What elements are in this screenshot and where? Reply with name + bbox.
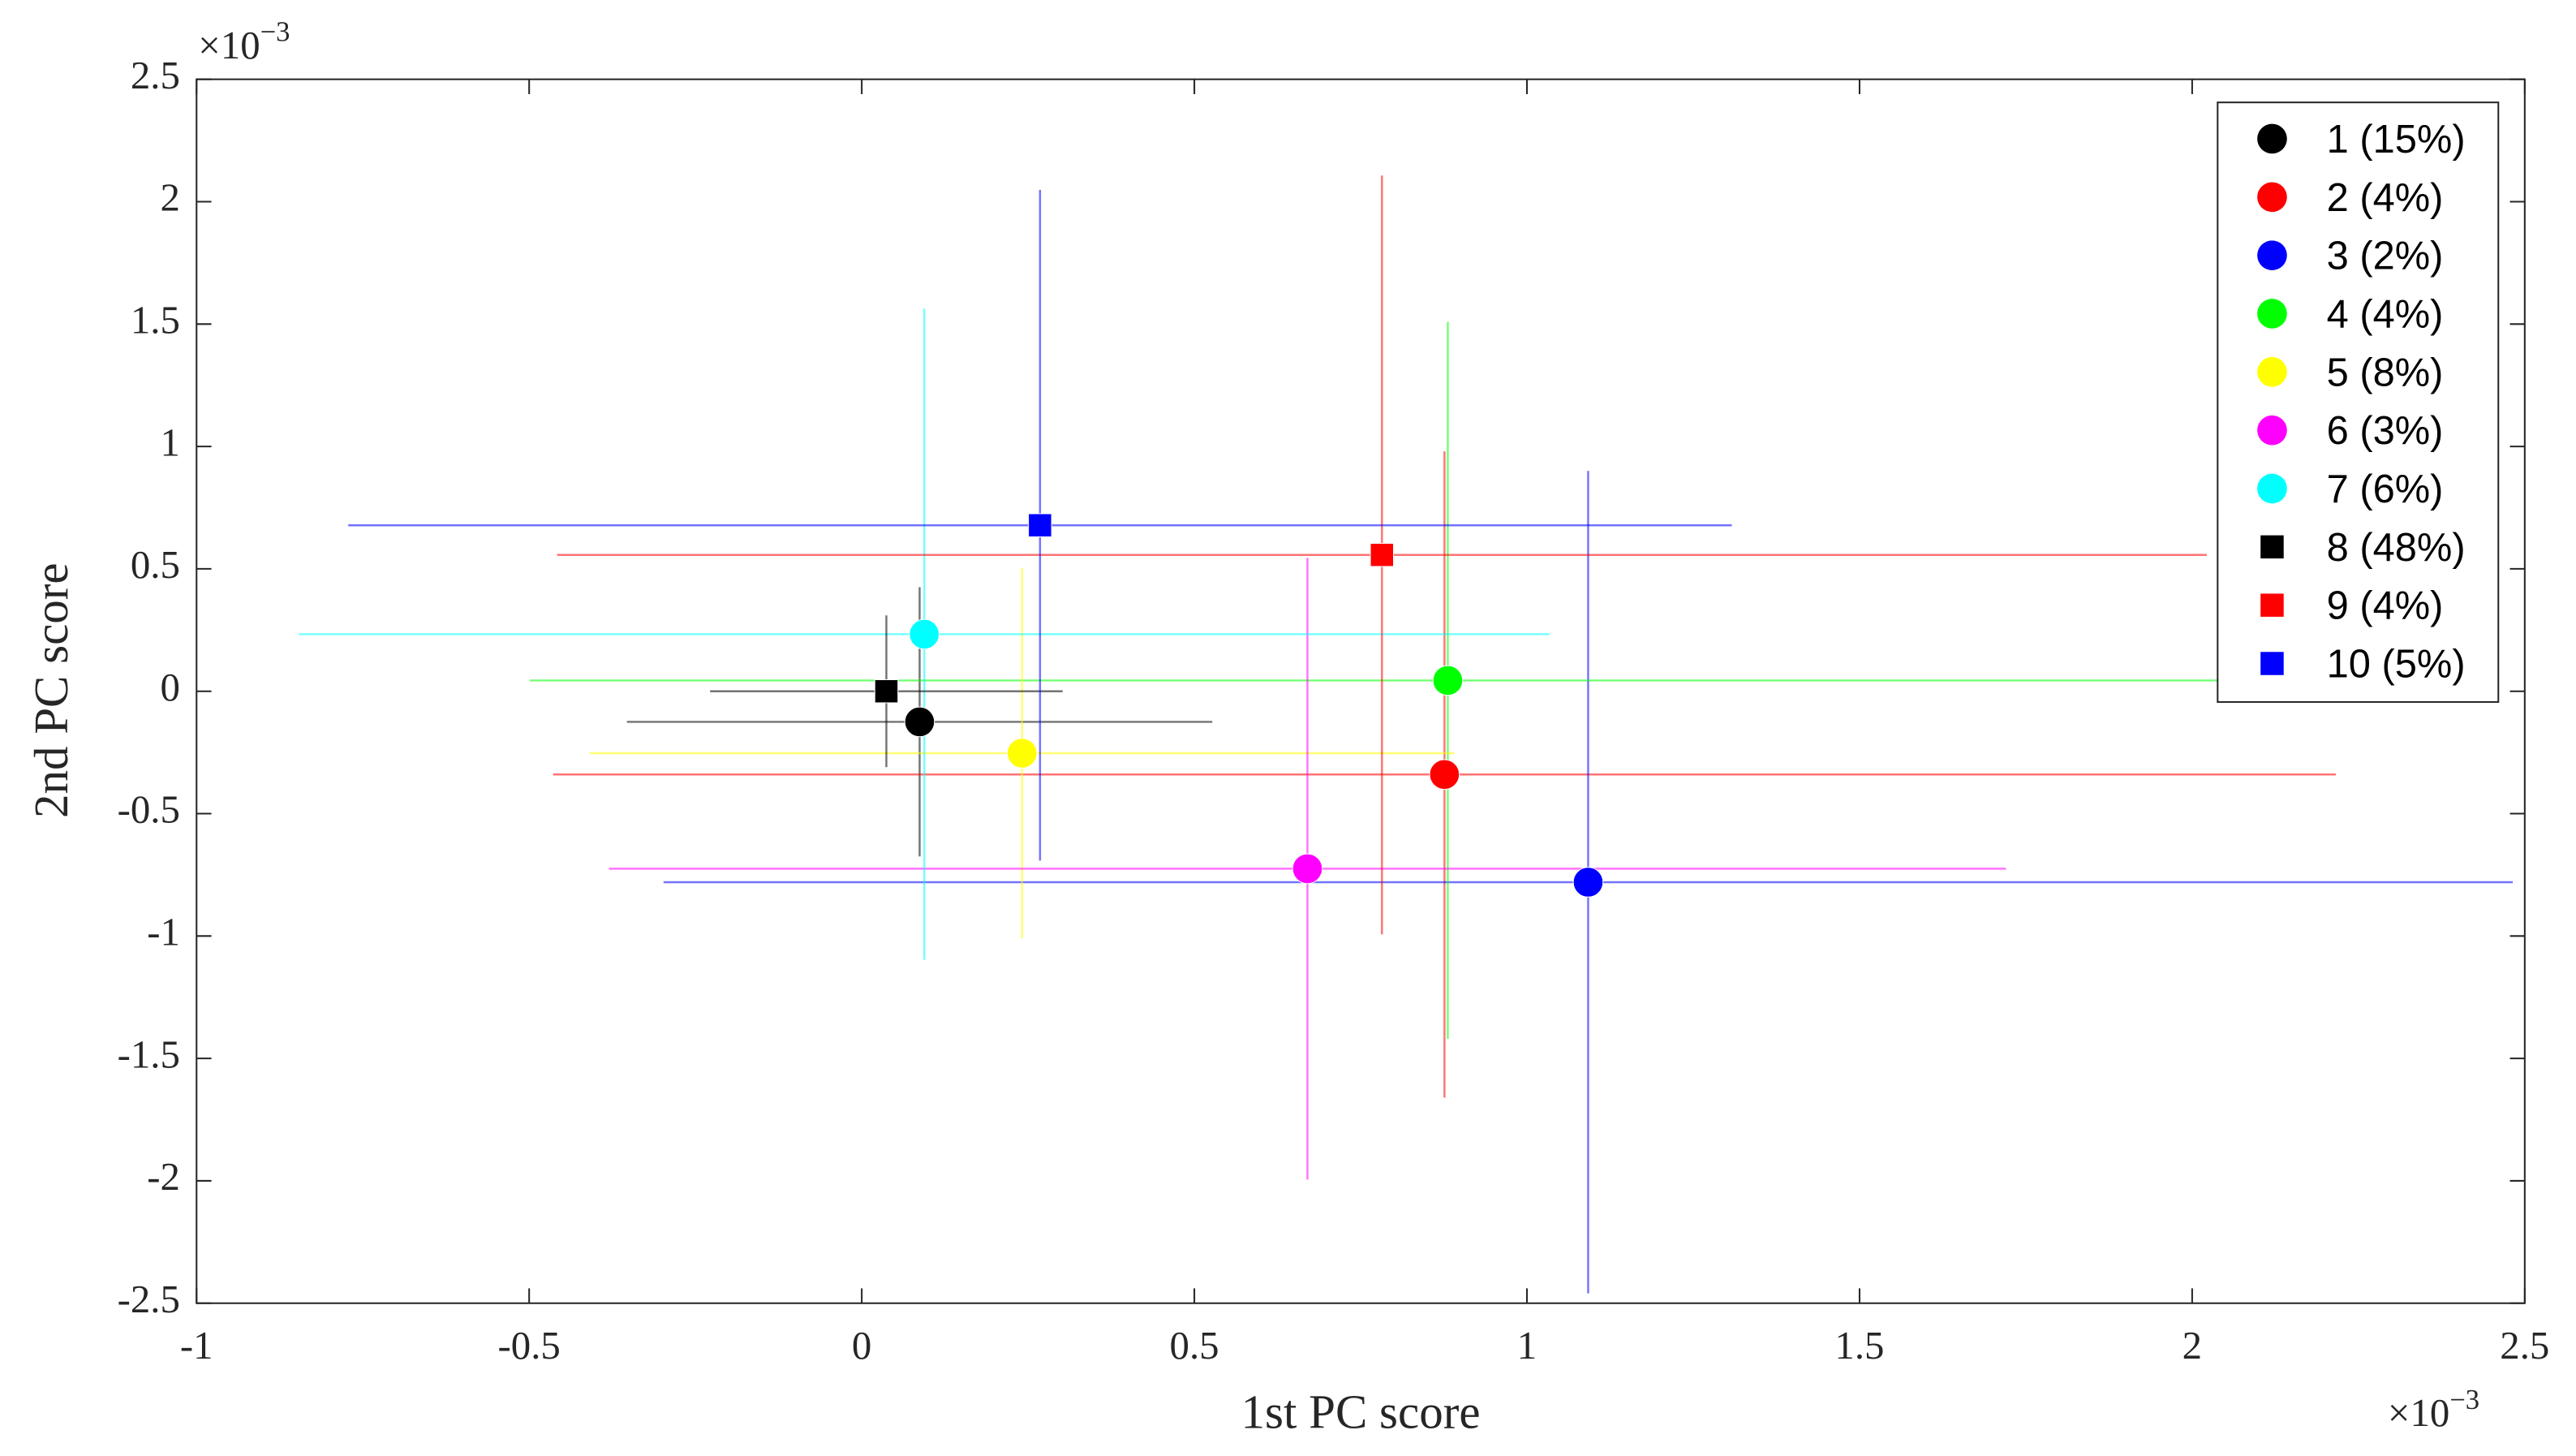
legend-swatch [2260, 593, 2284, 617]
y-axis-label: 2nd PC score [24, 562, 78, 818]
legend-swatch [2260, 535, 2284, 559]
legend-swatch [2257, 299, 2287, 329]
y-tick-label: -1 [147, 910, 180, 954]
point [909, 618, 940, 650]
x-tick-label: -1 [180, 1323, 213, 1368]
point [1370, 542, 1395, 567]
point [1292, 853, 1323, 885]
y-tick-label: 1.5 [131, 298, 180, 342]
legend-label: 4 (4%) [2327, 292, 2444, 336]
legend-swatch [2257, 240, 2287, 270]
point [874, 678, 899, 704]
x-multiplier-exponent: −3 [2449, 1385, 2479, 1415]
point [1028, 513, 1052, 537]
y-tick-label: -2 [147, 1154, 180, 1199]
legend-label: 6 (3%) [2327, 409, 2444, 453]
plot-area [196, 78, 2526, 1304]
legend-label: 7 (6%) [2327, 467, 2444, 511]
legend-label: 3 (2%) [2327, 235, 2444, 278]
legend-swatch [2257, 357, 2287, 387]
x-tick-label: -0.5 [498, 1323, 561, 1368]
legend-label: 2 (4%) [2327, 176, 2444, 220]
x-tick-label: 2.5 [2500, 1323, 2549, 1368]
y-tick-label: -0.5 [118, 787, 180, 832]
y-tick-label: -2.5 [118, 1277, 180, 1321]
legend-label: 1 (15%) [2327, 118, 2466, 162]
legend-swatch [2257, 473, 2287, 504]
x-tick-label: 1.5 [1834, 1323, 1884, 1368]
point [1429, 759, 1460, 790]
legend-label: 5 (8%) [2327, 351, 2444, 394]
y-multiplier-exponent: −3 [260, 17, 290, 48]
point [1006, 738, 1038, 769]
x-tick-label: 2 [2183, 1323, 2202, 1368]
y-tick-label: 1 [160, 420, 179, 464]
legend-label: 9 (4%) [2327, 584, 2444, 628]
y-multiplier-base: ×10 [198, 23, 260, 67]
x-axis-label: 1st PC score [1241, 1385, 1481, 1439]
legend-label: 10 (5%) [2327, 643, 2466, 687]
y-multiplier: ×10−3 [198, 17, 290, 68]
point [904, 706, 935, 738]
legend: 1 (15%) 2 (4%) 3 (2%) 4 (4%) 5 (8%) 6 (3%) 7 (… [2217, 101, 2500, 703]
y-tick-label: 2 [160, 175, 179, 220]
x-multiplier: ×10−3 [2388, 1385, 2479, 1436]
x-multiplier-base: ×10 [2388, 1390, 2449, 1435]
point [1572, 867, 1604, 898]
legend-swatch [2257, 415, 2287, 446]
y-tick-label: 2.5 [131, 53, 180, 97]
x-tick-label: 0.5 [1170, 1323, 1219, 1368]
y-tick-label: -1.5 [118, 1032, 180, 1076]
point [1432, 665, 1464, 696]
legend-swatch [2257, 182, 2287, 213]
legend-swatch [2260, 652, 2284, 675]
x-tick-label: 0 [852, 1323, 871, 1368]
x-tick-label: 1 [1517, 1323, 1537, 1368]
y-tick-label: 0 [160, 665, 179, 709]
legend-swatch [2257, 123, 2287, 154]
legend-label: 8 (48%) [2327, 526, 2466, 570]
y-tick-label: 0.5 [131, 542, 180, 587]
